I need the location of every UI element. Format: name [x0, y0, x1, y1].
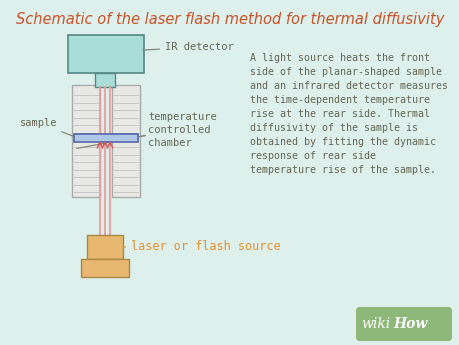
- Text: A light source heats the front
side of the planar-shaped sample
and an infrared : A light source heats the front side of t…: [249, 53, 447, 175]
- Bar: [81, 259, 129, 277]
- Text: temperature
controlled
chamber: temperature controlled chamber: [148, 112, 216, 148]
- Text: sample: sample: [20, 118, 75, 137]
- Text: Schematic of the laser flash method for thermal diffusivity: Schematic of the laser flash method for …: [16, 12, 443, 27]
- Bar: [74, 134, 138, 142]
- FancyBboxPatch shape: [355, 307, 451, 341]
- FancyBboxPatch shape: [68, 35, 144, 73]
- Bar: [95, 73, 115, 87]
- Bar: [72, 85, 100, 197]
- Text: How: How: [392, 317, 427, 331]
- Text: laser or flash source: laser or flash source: [123, 240, 280, 254]
- Text: wiki: wiki: [361, 317, 390, 331]
- Bar: [87, 235, 123, 259]
- Bar: [112, 85, 140, 197]
- Text: IR detector: IR detector: [142, 42, 233, 52]
